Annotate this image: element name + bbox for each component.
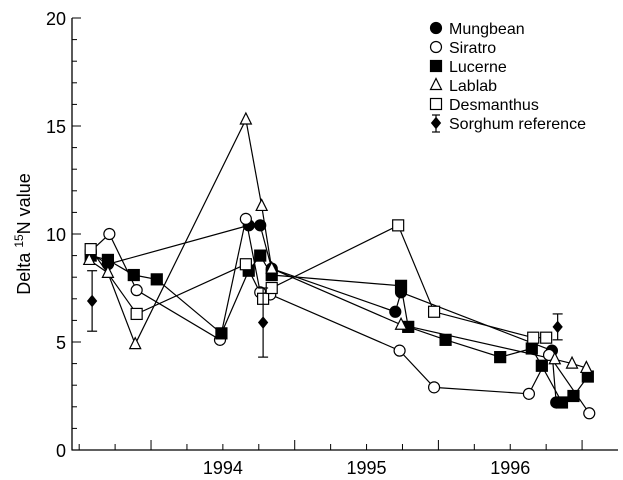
point-sorghum-reference [257, 316, 269, 329]
legend-marker-siratro [429, 40, 443, 54]
point-siratro [239, 212, 252, 225]
series-markers [82, 111, 596, 420]
point-lablab [239, 111, 253, 125]
point-lablab [394, 316, 408, 330]
point-lucerne [150, 273, 163, 286]
y-axis-label: Delta 15N value [12, 173, 34, 294]
point-lucerne [127, 268, 140, 282]
legend-label-lablab: Lablab [449, 78, 497, 95]
series-line-lucerne [90, 254, 589, 404]
point-lucerne [254, 249, 267, 262]
point-sorghum-reference [86, 294, 98, 308]
point-desmanthus [130, 307, 143, 321]
series-line-mungbean [90, 224, 557, 403]
point-lablab [265, 260, 279, 274]
point-siratro [393, 344, 406, 357]
axes: 051015201994199519961997Delta 15N value [12, 9, 618, 478]
x-tick-label: 1995 [347, 458, 387, 478]
point-desmanthus [427, 305, 441, 318]
legend-marker-desmanthus [429, 97, 443, 111]
legend-marker-lucerne [429, 59, 443, 73]
legend-marker-sorghum-reference [430, 116, 442, 130]
point-lucerne [215, 327, 228, 340]
legend-label-lucerne: Lucerne [449, 59, 507, 76]
series-line-lablab [88, 117, 587, 369]
legend-marker-mungbean [429, 21, 443, 35]
point-lucerne [101, 253, 115, 267]
legend-label-desmanthus: Desmanthus [449, 97, 539, 114]
y-tick-label: 20 [46, 9, 66, 29]
point-desmanthus [527, 331, 540, 344]
point-lablab [565, 355, 579, 369]
point-siratro [427, 381, 441, 394]
x-tick-label: 1996 [490, 458, 530, 478]
legend-label-sorghum-reference: Sorghum reference [449, 116, 586, 133]
x-tick-label: 1994 [203, 458, 243, 478]
y-tick-label: 15 [46, 117, 66, 137]
point-siratro [583, 407, 596, 420]
legend-marker-lablab [429, 77, 443, 91]
series-lines [88, 117, 590, 414]
point-lucerne [525, 342, 538, 355]
point-lablab [82, 252, 96, 266]
legend-label-siratro: Siratro [449, 40, 496, 57]
legend: Mungbean Siratro Lucerne Lablab Desmanthus So… [429, 21, 586, 133]
point-lucerne [535, 359, 548, 372]
point-desmanthus [392, 219, 405, 232]
point-lablab [579, 360, 593, 374]
y-tick-label: 0 [56, 441, 66, 461]
point-lablab [548, 351, 562, 365]
legend-label-mungbean: Mungbean [449, 21, 525, 38]
point-sorghum-reference [552, 320, 563, 334]
point-lucerne [555, 396, 569, 409]
point-lablab [101, 265, 115, 278]
point-desmanthus [84, 243, 97, 256]
y-tick-label: 5 [56, 333, 66, 353]
point-lucerne [439, 333, 452, 346]
point-siratro [522, 387, 536, 400]
point-mungbean [389, 305, 402, 318]
point-desmanthus [540, 331, 553, 344]
point-siratro [130, 284, 143, 297]
point-desmanthus [239, 258, 252, 271]
point-lucerne [567, 389, 580, 403]
point-mungbean [254, 219, 267, 232]
point-lablab [128, 336, 142, 350]
point-lucerne [394, 279, 408, 292]
point-lucerne [494, 351, 507, 364]
y-tick-label: 10 [46, 225, 66, 245]
series-layer [82, 111, 596, 420]
point-siratro [103, 227, 116, 241]
point-lablab [255, 198, 269, 212]
